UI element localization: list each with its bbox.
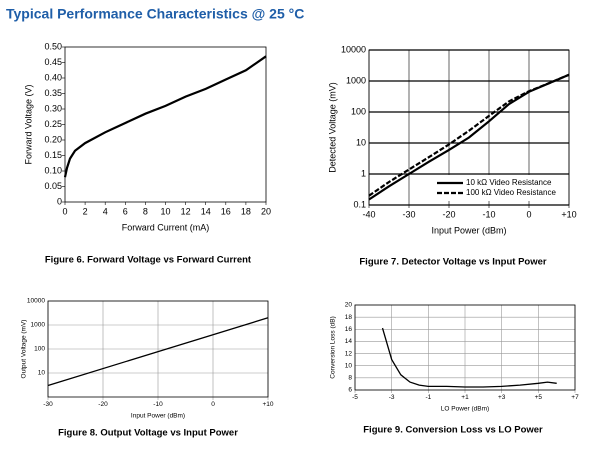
y-tick-label: 0.45 [44,57,62,67]
y-tick-label: 1000 [31,322,46,329]
x-tick-label: -20 [442,209,455,219]
y-tick-label: 20 [345,302,353,309]
plot-frame [47,300,269,398]
x-tick-label: 14 [201,206,211,216]
figure-caption: Figure 8. Output Voltage vs Input Power [58,428,238,439]
x-tick-label: +1 [461,394,469,401]
x-tick-label: -40 [362,209,375,219]
y-axis-label: Conversion Loss (dB) [330,316,337,379]
y-tick-label: 6 [348,387,352,394]
figure-caption: Figure 6. Forward Voltage vs Forward Cur… [45,255,252,266]
y-tick-label: 10 [345,362,353,369]
y-tick-label: 0.50 [44,41,62,51]
y-tick-label: 0.15 [44,150,62,160]
x-axis-label: Forward Current (mA) [122,222,210,232]
y-tick-label: 0.1 [353,199,366,209]
y-tick-label: 0.20 [44,134,62,144]
x-tick-label: +5 [535,394,543,401]
y-tick-label: 18 [345,314,353,321]
x-tick-label: 16 [221,206,231,216]
x-tick-label: -20 [98,401,108,408]
figure-caption: Figure 7. Detector Voltage vs Input Powe… [359,257,547,268]
x-tick-label: -10 [482,209,495,219]
y-axis-label: Forward Voltage (V) [23,84,33,164]
x-tick-label: -5 [352,394,358,401]
x-tick-label: 8 [143,206,148,216]
x-tick-label: 12 [181,206,191,216]
y-tick-label: 16 [345,326,353,333]
y-tick-label: 1 [361,168,366,178]
figure-caption: Figure 9. Conversion Loss vs LO Power [363,425,543,436]
y-axis-label: Output Voltage (mV) [21,320,28,379]
x-tick-label: 18 [241,206,251,216]
legend-label: 100 kΩ Video Resistance [466,188,556,197]
y-axis-label: Detected Voltage (mV) [327,82,337,173]
x-axis-label: Input Power (dBm) [431,225,506,235]
y-tick-label: 0.05 [44,181,62,191]
page-title: Typical Performance Characteristics @ 25… [6,6,304,22]
plot-frame [368,49,570,206]
x-tick-label: 0 [211,401,215,408]
x-tick-label: +7 [571,394,579,401]
x-tick-label: -1 [425,394,431,401]
legend-box [433,175,565,201]
x-tick-label: 6 [123,206,128,216]
series-line [47,317,269,387]
y-tick-label: 0.10 [44,165,62,175]
y-tick-label: 100 [34,346,45,353]
series-line [381,327,557,388]
x-tick-label: 20 [261,206,271,216]
x-tick-label: 0 [62,206,67,216]
y-tick-label: 100 [351,106,366,116]
x-axis-label: LO Power (dBm) [441,406,489,413]
x-axis-label: Input Power (dBm) [131,413,185,420]
y-tick-label: 0.35 [44,88,62,98]
y-tick-label: 0.30 [44,103,62,113]
y-tick-label: 8 [348,375,352,382]
series-line [63,55,267,178]
x-tick-label: -30 [43,401,53,408]
y-tick-label: 12 [345,350,353,357]
y-tick-label: 10000 [27,298,45,305]
y-tick-label: 0.40 [44,72,62,82]
y-tick-label: 0.25 [44,119,62,129]
x-tick-label: -30 [402,209,415,219]
x-tick-label: 10 [160,206,170,216]
y-tick-label: 10000 [341,44,366,54]
x-tick-label: 0 [526,209,531,219]
y-tick-label: 14 [345,338,353,345]
y-tick-label: 1000 [346,75,366,85]
y-tick-label: 0 [57,196,62,206]
plot-frame [354,304,576,391]
y-tick-label: 10 [38,370,46,377]
legend-label: 10 kΩ Video Resistance [466,178,552,187]
series-line [368,73,570,197]
x-tick-label: +10 [561,209,576,219]
x-tick-label: -10 [153,401,163,408]
x-tick-label: +3 [498,394,506,401]
x-tick-label: 4 [103,206,108,216]
y-tick-label: 10 [356,137,366,147]
plot-frame [64,46,267,203]
x-tick-label: -3 [389,394,395,401]
x-tick-label: +10 [262,401,273,408]
x-tick-label: 2 [83,206,88,216]
